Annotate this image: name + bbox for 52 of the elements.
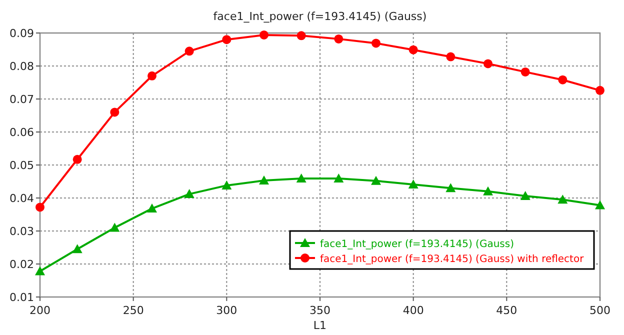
- point: [520, 67, 530, 76]
- x-tick-label: 250: [122, 304, 144, 317]
- y-tick-label: 0.07: [10, 93, 34, 106]
- point: [595, 200, 605, 210]
- x-tick-label: 500: [590, 304, 610, 317]
- point: [222, 180, 232, 190]
- point: [446, 183, 456, 192]
- y-tick-label: 0.01: [10, 291, 34, 304]
- y-tick-label: 0.09: [10, 27, 34, 40]
- point: [483, 186, 493, 196]
- point: [72, 244, 82, 254]
- x-tick-label: 400: [402, 304, 424, 317]
- point: [520, 191, 530, 200]
- y-tick-label: 0.04: [10, 192, 34, 205]
- x-tick-label: 200: [30, 304, 50, 317]
- y-tick-label: 0.06: [10, 126, 34, 139]
- point: [446, 52, 456, 62]
- point: [408, 45, 418, 54]
- y-tick-label: 0.08: [10, 60, 34, 73]
- point: [296, 174, 306, 183]
- point: [372, 38, 380, 48]
- point: [147, 204, 157, 213]
- point: [35, 266, 45, 276]
- point: [558, 194, 568, 204]
- point: [408, 179, 418, 188]
- point: [148, 71, 156, 80]
- y-tick-label: 0.05: [10, 159, 34, 172]
- x-tick-label: 300: [216, 304, 238, 317]
- x-axis-title: L1: [313, 319, 327, 332]
- x-tick-label: 350: [310, 304, 330, 317]
- y-tick-label: 0.03: [10, 225, 34, 238]
- point: [296, 31, 306, 40]
- point: [184, 189, 194, 198]
- point: [259, 176, 269, 185]
- point: [184, 46, 194, 56]
- point: [596, 86, 604, 95]
- point: [222, 35, 232, 44]
- point: [72, 154, 82, 164]
- legend-label: face1_Int_power (f=193.4145) (Gauss) with reflector: [320, 254, 585, 265]
- point: [484, 59, 492, 68]
- x-tick-label: 450: [496, 304, 518, 317]
- point: [334, 34, 344, 44]
- point: [110, 222, 120, 232]
- chart-title: face1_Int_power (f=193.4145) (Gauss): [213, 10, 427, 23]
- point: [558, 75, 568, 84]
- y-tick-label: 0.02: [10, 258, 34, 271]
- point: [334, 174, 344, 183]
- legend-label: face1_Int_power (f=193.4145) (Gauss): [320, 239, 514, 250]
- point: [371, 176, 381, 185]
- point: [110, 108, 120, 117]
- point: [36, 202, 44, 212]
- point: [260, 30, 268, 40]
